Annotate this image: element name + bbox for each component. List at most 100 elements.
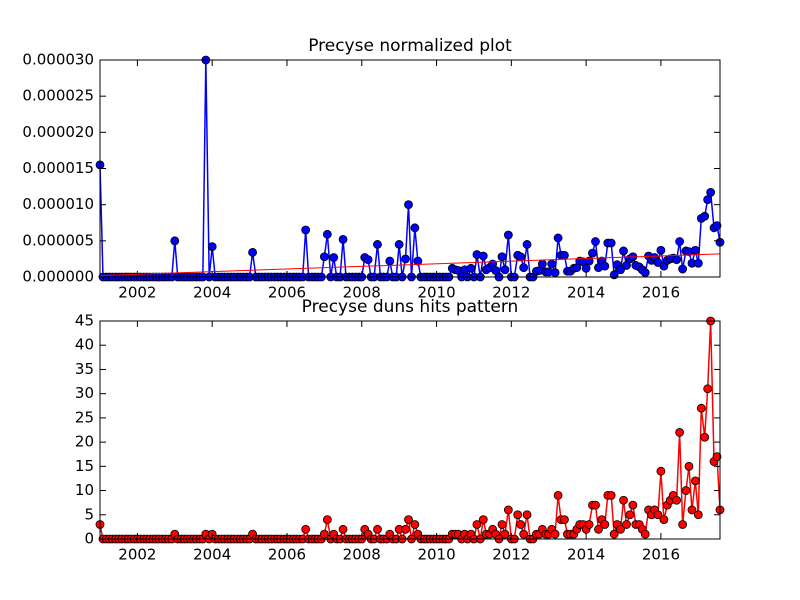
x-tick-label: 2004 — [193, 546, 231, 564]
data-point — [678, 520, 688, 529]
data-point — [301, 524, 311, 534]
data-point — [687, 505, 697, 515]
data-point — [700, 432, 710, 442]
y-tick-label: 0.000015 — [22, 159, 94, 177]
data-point — [322, 229, 332, 239]
data-point — [640, 529, 650, 539]
data-point — [606, 238, 616, 248]
data-point — [703, 384, 713, 394]
data-point — [363, 255, 373, 265]
data-point — [591, 500, 600, 510]
data-point — [500, 529, 510, 539]
data-point — [319, 252, 329, 262]
data-point — [394, 240, 404, 249]
plot-area — [95, 55, 725, 282]
x-tick-label: 2004 — [193, 284, 231, 302]
data-point — [672, 255, 682, 265]
y-tick-label: 0.000000 — [22, 268, 94, 286]
data-point — [401, 254, 410, 264]
data-point — [553, 233, 563, 243]
y-tick-label: 0.000020 — [22, 123, 94, 141]
data-point — [413, 256, 423, 266]
x-tick-label: 2010 — [417, 546, 455, 564]
data-point — [584, 520, 594, 529]
data-point — [516, 252, 526, 262]
x-tick-label: 2014 — [567, 284, 605, 302]
y-tick-label: 20 — [75, 433, 94, 451]
y-tick-label: 0.000005 — [22, 231, 94, 249]
data-point — [478, 515, 488, 525]
data-point — [385, 256, 395, 266]
data-point — [410, 520, 420, 529]
x-tick-label: 2010 — [417, 284, 455, 302]
series-line — [99, 320, 721, 542]
data-point — [616, 265, 625, 275]
data-point — [653, 510, 663, 520]
data-point — [640, 268, 650, 278]
x-tick-label: 2002 — [118, 284, 156, 302]
data-point — [690, 245, 700, 255]
data-point — [547, 259, 557, 269]
y-tick-label: 5 — [84, 505, 94, 523]
data-point — [622, 520, 631, 529]
y-tick-label: 25 — [75, 408, 94, 426]
data-point — [478, 251, 488, 261]
data-point — [550, 268, 560, 278]
data-point — [338, 524, 348, 534]
y-tick-label: 35 — [75, 360, 94, 378]
data-point — [329, 253, 339, 262]
plot-area — [95, 316, 725, 544]
data-point — [659, 515, 669, 525]
y-tick-label: 0 — [84, 530, 94, 548]
data-point — [497, 252, 507, 262]
data-point — [319, 529, 329, 539]
x-tick-label: 2014 — [567, 546, 605, 564]
data-point — [625, 510, 635, 520]
data-point — [522, 240, 532, 249]
x-tick-label: 2016 — [642, 546, 680, 564]
data-point — [537, 259, 547, 269]
data-point — [628, 500, 638, 510]
data-point — [503, 230, 513, 240]
data-point — [684, 461, 694, 471]
data-point — [373, 524, 382, 534]
data-point — [681, 486, 691, 495]
data-point — [170, 236, 180, 246]
data-point — [703, 195, 713, 205]
y-tick-label: 0.000010 — [22, 195, 94, 213]
y-tick-label: 45 — [75, 312, 94, 330]
y-tick-label: 15 — [75, 457, 94, 475]
data-point — [712, 221, 722, 231]
data-point — [675, 428, 685, 437]
data-point — [404, 200, 413, 210]
data-point — [553, 490, 563, 500]
data-point — [404, 515, 413, 525]
series-line — [99, 253, 721, 277]
data-point — [401, 524, 410, 534]
data-point — [693, 258, 703, 268]
data-point — [706, 187, 716, 197]
x-tick-label: 2002 — [118, 546, 156, 564]
data-point — [516, 520, 526, 529]
data-point — [584, 256, 594, 266]
y-tick-label: 0.000025 — [22, 87, 94, 105]
data-point — [712, 452, 722, 462]
data-point — [466, 263, 476, 273]
data-point — [693, 510, 703, 520]
y-tick-label: 30 — [75, 384, 94, 402]
data-point — [248, 248, 257, 257]
data-point — [594, 524, 603, 534]
data-point — [207, 242, 217, 252]
data-point — [656, 466, 666, 476]
data-point — [656, 245, 666, 255]
data-point — [619, 495, 628, 505]
data-point — [588, 248, 597, 258]
data-point — [550, 529, 560, 539]
data-point — [497, 520, 507, 529]
data-point — [591, 237, 600, 246]
data-point — [696, 403, 706, 413]
axes-frame — [99, 320, 721, 540]
data-point — [519, 263, 529, 272]
x-tick-label: 2012 — [492, 546, 530, 564]
